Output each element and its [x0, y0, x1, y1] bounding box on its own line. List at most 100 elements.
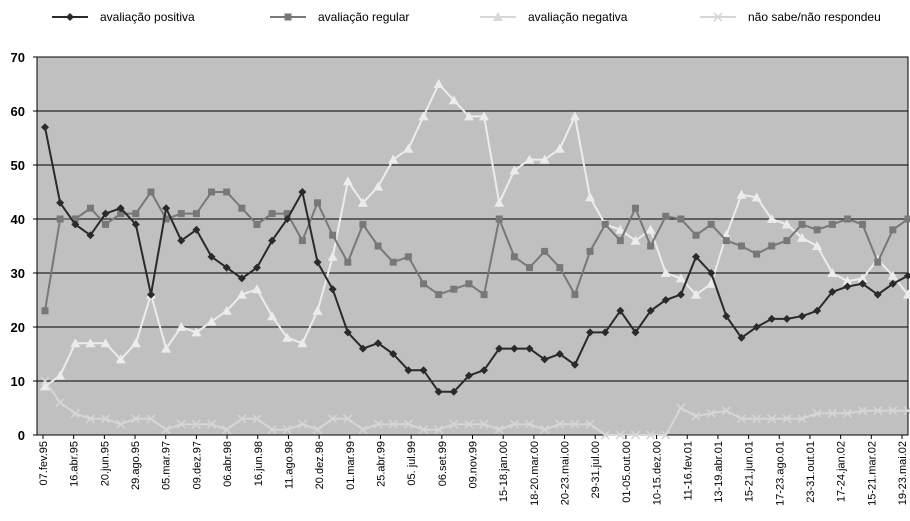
data-point — [509, 165, 520, 175]
data-point — [510, 253, 518, 261]
legend-label: avaliação regular — [318, 10, 409, 24]
data-point — [525, 344, 534, 353]
data-point — [843, 282, 852, 291]
data-point — [314, 199, 322, 207]
data-point — [600, 430, 610, 440]
data-point — [115, 354, 126, 364]
data-point — [630, 430, 641, 440]
y-tick-label: 20 — [11, 320, 25, 335]
data-point — [252, 263, 261, 272]
data-point — [162, 204, 171, 213]
data-point — [434, 425, 444, 435]
data-point — [555, 419, 565, 429]
data-point — [329, 231, 337, 239]
x-tick-label: 11-16.fev.01 — [682, 441, 694, 501]
data-point — [677, 215, 685, 223]
data-point — [388, 419, 398, 429]
data-point — [752, 414, 762, 424]
x-tick-label: 15-21.mar.02 — [866, 441, 878, 506]
data-point — [539, 154, 550, 164]
data-point — [509, 419, 519, 429]
data-point — [767, 414, 777, 424]
data-point — [586, 328, 595, 337]
data-point — [676, 290, 685, 299]
data-point — [420, 280, 428, 288]
data-point — [888, 406, 898, 416]
data-point — [342, 176, 353, 186]
y-tick-label: 50 — [11, 158, 25, 173]
data-point — [192, 210, 200, 218]
data-point — [208, 188, 216, 196]
data-point — [403, 419, 413, 429]
data-point — [798, 220, 806, 228]
data-point — [389, 350, 398, 358]
legend-item: não sabe/não respondeu — [700, 10, 881, 24]
data-point — [55, 398, 65, 408]
x-tick-label: 15-18.jan.00 — [498, 441, 510, 502]
data-point — [904, 215, 910, 223]
data-point — [675, 273, 686, 283]
data-point — [102, 220, 110, 228]
data-point — [722, 312, 731, 321]
data-point — [888, 279, 897, 288]
data-point — [646, 306, 655, 315]
data-point — [751, 192, 762, 202]
data-point — [707, 269, 716, 277]
series-line — [44, 191, 909, 311]
data-point — [267, 425, 277, 435]
legend-marker — [66, 13, 74, 21]
data-point — [660, 268, 671, 277]
data-point — [616, 306, 625, 315]
data-point — [463, 111, 474, 121]
y-tick-label: 60 — [11, 104, 25, 119]
data-point — [191, 419, 201, 429]
data-point — [828, 287, 837, 296]
data-point — [524, 154, 535, 164]
data-point — [601, 328, 610, 337]
data-point — [343, 414, 353, 424]
data-point — [494, 197, 505, 207]
data-point — [540, 425, 550, 435]
data-point — [464, 371, 473, 380]
data-point — [479, 419, 489, 429]
data-point — [223, 188, 231, 196]
data-point — [253, 220, 261, 228]
data-point — [191, 327, 202, 337]
data-point — [404, 253, 412, 261]
data-point — [236, 289, 247, 299]
data-point — [691, 289, 702, 299]
data-point — [283, 215, 292, 223]
data-point — [313, 258, 322, 267]
legend-marker — [713, 12, 723, 22]
x-tick-label: 16.abr.95 — [69, 441, 81, 487]
data-point — [176, 419, 186, 429]
legend-marker — [284, 13, 292, 21]
data-point — [842, 276, 853, 286]
data-point — [85, 414, 95, 424]
data-point — [177, 236, 186, 245]
data-point — [268, 236, 277, 245]
data-point — [147, 188, 155, 196]
data-point — [206, 316, 217, 326]
data-point — [873, 290, 882, 299]
data-point — [766, 214, 777, 223]
data-point — [722, 237, 730, 245]
data-point — [843, 215, 851, 223]
x-tick-label: 11.ago.98 — [283, 441, 295, 489]
series-2 — [40, 79, 910, 391]
legend-item: avaliação regular — [270, 10, 409, 24]
data-point — [207, 252, 216, 261]
x-tick-label: 17-23.ago.01 — [774, 441, 786, 506]
data-point — [388, 154, 399, 164]
data-point — [101, 209, 110, 218]
data-point — [85, 338, 96, 348]
data-point — [797, 232, 808, 242]
data-point — [374, 242, 382, 250]
x-tick-label: 13-19.abr.01 — [713, 441, 725, 503]
data-point — [494, 425, 504, 435]
data-point — [813, 226, 821, 234]
data-point — [768, 242, 776, 250]
data-point — [282, 425, 292, 435]
data-point — [465, 280, 473, 288]
data-point — [827, 408, 837, 418]
